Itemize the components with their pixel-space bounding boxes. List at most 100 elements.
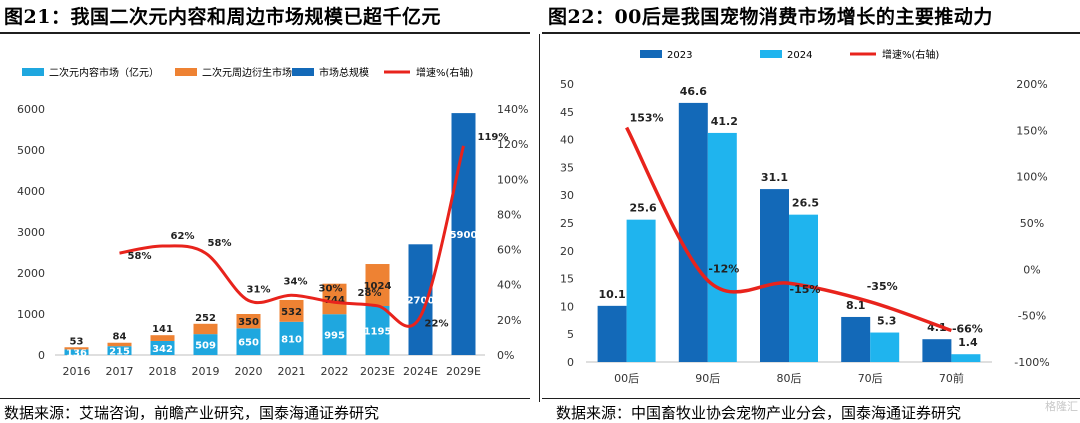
left-x-tick: 2020 <box>235 365 263 378</box>
watermark: 格隆汇 <box>1045 400 1078 413</box>
left-bar-content <box>107 346 132 355</box>
left-y-tick: 5000 <box>17 144 45 157</box>
right-chart-panel: 2023 2024 增速%(右轴) 0 5 10 15 20 25 30 35 40 45 50 -100%… <box>542 34 1080 400</box>
right-x-tick: 70后 <box>858 372 883 385</box>
right-bar-2024-label: 1.4 <box>958 336 978 349</box>
right-growth-label: 153% <box>630 112 664 125</box>
right-figure-title: 图22：00后是我国宠物消费市场增长的主要推动力 <box>548 6 993 28</box>
right-bar-2024 <box>626 219 656 362</box>
right-y-tick: 10 <box>560 300 574 313</box>
left-bar-derivative-label: 53 <box>70 336 84 347</box>
left-y2-tick: 20% <box>497 314 521 327</box>
left-x-tick: 2029E <box>446 365 481 378</box>
right-y-tick: 25 <box>560 217 574 230</box>
right-bar-2023 <box>678 102 708 363</box>
left-bar-derivative-label: 532 <box>281 307 302 318</box>
right-growth-label: -12% <box>708 262 739 275</box>
left-bar-total-label: 5900 <box>450 230 478 241</box>
right-y-tick: 0 <box>567 356 574 369</box>
left-figure-title: 图21：我国二次元内容和周边市场规模已超千亿元 <box>4 6 441 28</box>
right-bar-2024-label: 5.3 <box>877 315 897 328</box>
left-bar-derivative-label: 252 <box>195 313 216 324</box>
left-bar-content <box>236 328 261 355</box>
left-legend-item-3-label: 增速%(右轴) <box>416 66 473 79</box>
right-x-tick: 00后 <box>614 372 639 385</box>
right-source-rule <box>542 398 1080 399</box>
right-bar-2024 <box>707 132 737 362</box>
left-bar-derivative <box>236 314 261 329</box>
left-bar-content <box>150 340 175 355</box>
right-y2-tick: 100% <box>1016 171 1047 184</box>
left-legend-item-1-label: 二次元周边衍生市场 <box>202 66 292 79</box>
left-market-size-chart: 二次元内容市场（亿元） 二次元周边衍生市场 市场总规模 增速%(右轴) 0 1000 200… <box>17 66 528 378</box>
right-title-rule <box>542 32 1080 34</box>
left-legend-item-1-swatch <box>175 68 197 76</box>
right-bar-2024 <box>870 332 900 362</box>
left-growth-label: 31% <box>247 285 271 296</box>
left-bar-derivative <box>64 347 89 350</box>
left-growth-label: 28% <box>358 288 382 299</box>
left-bar-derivative <box>365 264 390 307</box>
left-bar-derivative <box>279 299 304 322</box>
right-growth-line <box>625 126 952 333</box>
left-growth-line <box>119 145 465 328</box>
left-legend-item-0-swatch <box>22 68 44 76</box>
left-x-tick: 2023E <box>360 365 395 378</box>
left-x-tick: 2018 <box>149 365 177 378</box>
left-y2-tick: 100% <box>497 173 528 186</box>
left-bar-content-label: 650 <box>238 338 259 349</box>
left-y2-tick: 120% <box>497 138 528 151</box>
right-y2-tick: -100% <box>1014 356 1049 369</box>
left-y-tick: 3000 <box>17 226 45 239</box>
right-x-tick: 90后 <box>695 372 720 385</box>
left-source-note: 数据来源：艾瑞咨询，前瞻产业研究，国泰海通证券研究 <box>4 404 380 422</box>
left-bar-content-label: 509 <box>195 341 216 352</box>
right-y-tick: 50 <box>560 78 574 91</box>
left-y-tick: 6000 <box>17 103 45 116</box>
right-y-tick: 45 <box>560 106 574 119</box>
right-bar-2023-label: 46.6 <box>680 85 707 98</box>
right-bar-2023 <box>922 339 952 362</box>
right-pet-consumption-chart: 2023 2024 增速%(右轴) 0 5 10 15 20 25 30 35 40 45 50 -100%… <box>560 48 1050 385</box>
left-y2-tick: 0% <box>497 349 514 362</box>
left-bar-derivative <box>322 283 347 315</box>
left-y-tick: 2000 <box>17 267 45 280</box>
left-bar-derivative-label: 84 <box>113 332 127 343</box>
right-y-tick: 15 <box>560 273 574 286</box>
left-bar-content-label: 136 <box>66 348 87 359</box>
right-bar-2024-label: 41.2 <box>711 115 738 128</box>
left-growth-label: 62% <box>171 231 195 242</box>
right-growth-label: -35% <box>867 280 898 293</box>
right-bar-2023 <box>760 189 789 362</box>
left-y-tick: 4000 <box>17 185 45 198</box>
right-y-tick: 20 <box>560 245 574 258</box>
left-growth-label: 58% <box>208 238 232 249</box>
left-chart-panel: 二次元内容市场（亿元） 二次元周边衍生市场 市场总规模 增速%(右轴) 0 1000 200… <box>0 34 532 400</box>
left-bar-derivative <box>107 342 132 347</box>
right-y-tick: 35 <box>560 161 574 174</box>
left-bar-content <box>322 314 347 355</box>
right-y2-tick: -50% <box>1018 310 1046 323</box>
right-legend-item-2-label: 增速%(右轴) <box>882 48 939 61</box>
left-legend-item-0-label: 二次元内容市场（亿元） <box>49 66 159 79</box>
right-legend-item-1-swatch <box>760 50 782 58</box>
left-bar-content <box>64 349 89 355</box>
right-legend-item-0-label: 2023 <box>667 50 692 61</box>
left-growth-label: 30% <box>319 283 343 294</box>
left-bar-derivative-label: 141 <box>152 324 173 335</box>
left-bar-content <box>279 321 304 355</box>
right-bar-2024-label: 26.5 <box>792 197 819 210</box>
left-x-tick: 2024E <box>403 365 438 378</box>
left-bar-derivative-label: 350 <box>238 317 259 328</box>
right-y2-tick: 50% <box>1020 217 1044 230</box>
left-x-tick: 2016 <box>63 365 91 378</box>
left-growth-label: 34% <box>284 276 308 287</box>
left-bar-derivative-label: 744 <box>324 295 345 306</box>
panel-divider <box>539 34 540 402</box>
left-x-tick: 2021 <box>278 365 306 378</box>
right-x-tick: 70前 <box>939 371 964 385</box>
left-bar-content <box>365 306 390 355</box>
left-y2-tick: 60% <box>497 244 521 257</box>
left-bar-derivative-label: 1024 <box>364 281 392 292</box>
left-bar-derivative <box>150 335 175 341</box>
